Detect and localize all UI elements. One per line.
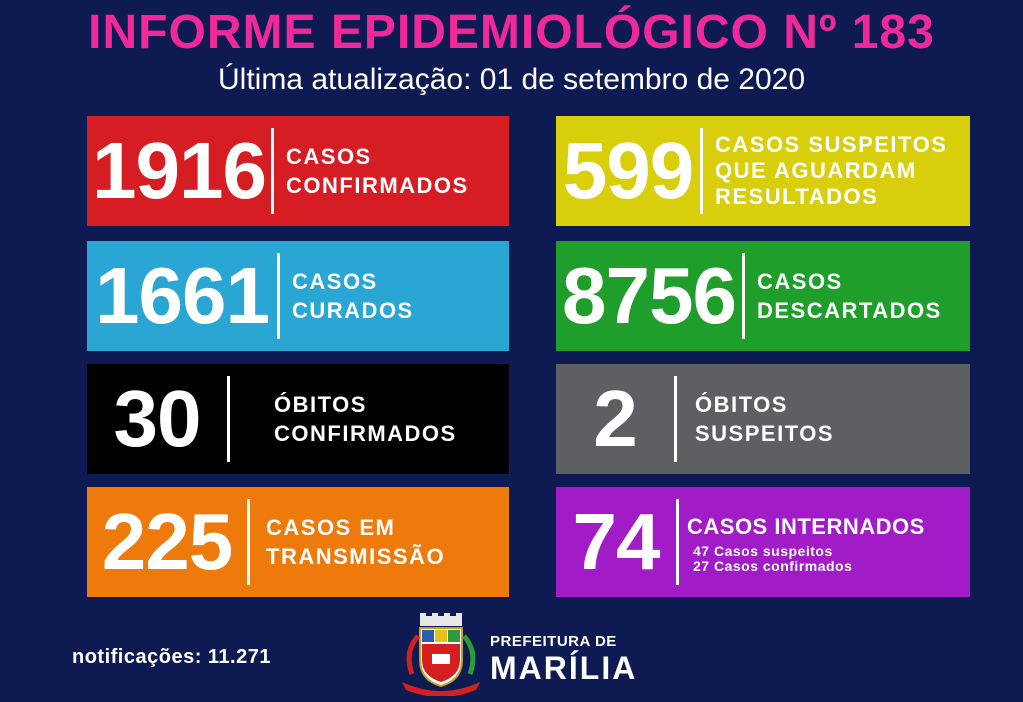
card-transmission-cases: 225 CASOS EM TRANSMISSÃO	[87, 487, 509, 597]
card-hospitalized-cases: 74 CASOS INTERNADOS 47 Casos suspeitos 2…	[556, 487, 970, 597]
card-cured-cases: 1661 CASOS CURADOS	[87, 241, 509, 351]
city-name: MARÍLIA	[490, 650, 638, 686]
divider	[227, 376, 230, 462]
city-coat-of-arms-icon	[402, 613, 480, 696]
discarded-cases-label: CASOS DESCARTADOS	[757, 269, 942, 323]
hospitalized-suspected-detail: 47 Casos suspeitos	[693, 543, 833, 559]
hospitalized-cases-label: CASOS INTERNADOS	[687, 514, 925, 539]
discarded-cases-value: 8756	[562, 251, 737, 340]
notifications-count: notificações: 11.271	[72, 646, 271, 668]
suspected-deaths-label: ÓBITOS SUSPEITOS	[695, 392, 835, 446]
last-update: Última atualização: 01 de setembro de 20…	[217, 63, 806, 96]
report-title: INFORME EPIDEMIOLÓGICO Nº 183	[88, 6, 935, 59]
cured-cases-value: 1661	[95, 251, 270, 340]
divider	[271, 128, 274, 214]
hospitalized-cases-label-group: CASOS INTERNADOS 47 Casos suspeitos 27 C…	[679, 510, 925, 574]
card-suspected-cases: 599 CASOS SUSPEITOS QUE AGUARDAM RESULTA…	[556, 116, 970, 226]
divider	[742, 253, 745, 339]
card-suspected-deaths: 2 ÓBITOS SUSPEITOS	[556, 364, 970, 474]
confirmed-deaths-label: ÓBITOS CONFIRMADOS	[274, 392, 457, 446]
card-confirmed-deaths: 30 ÓBITOS CONFIRMADOS	[87, 364, 509, 474]
transmission-cases-value: 225	[101, 497, 233, 586]
suspected-cases-label: CASOS SUSPEITOS QUE AGUARDAM RESULTADOS	[715, 132, 948, 209]
confirmed-cases-value: 1916	[92, 126, 267, 215]
suspected-cases-value: 599	[562, 126, 694, 215]
card-discarded-cases: 8756 CASOS DESCARTADOS	[556, 241, 970, 351]
prefeitura-label: PREFEITURA DE	[490, 633, 617, 650]
divider	[676, 499, 679, 585]
card-confirmed-cases: 1916 CASOS CONFIRMADOS	[87, 116, 509, 226]
hospitalized-confirmed-detail: 27 Casos confirmados	[693, 558, 853, 574]
divider	[247, 499, 250, 585]
suspected-deaths-value: 2	[593, 374, 638, 463]
divider	[700, 128, 703, 214]
cured-cases-label: CASOS CURADOS	[292, 269, 414, 323]
divider	[277, 253, 280, 339]
confirmed-cases-label: CASOS CONFIRMADOS	[286, 144, 469, 198]
divider	[674, 376, 677, 462]
hospitalized-cases-value: 74	[572, 497, 661, 586]
confirmed-deaths-value: 30	[113, 374, 202, 463]
transmission-cases-label: CASOS EM TRANSMISSÃO	[266, 515, 446, 569]
